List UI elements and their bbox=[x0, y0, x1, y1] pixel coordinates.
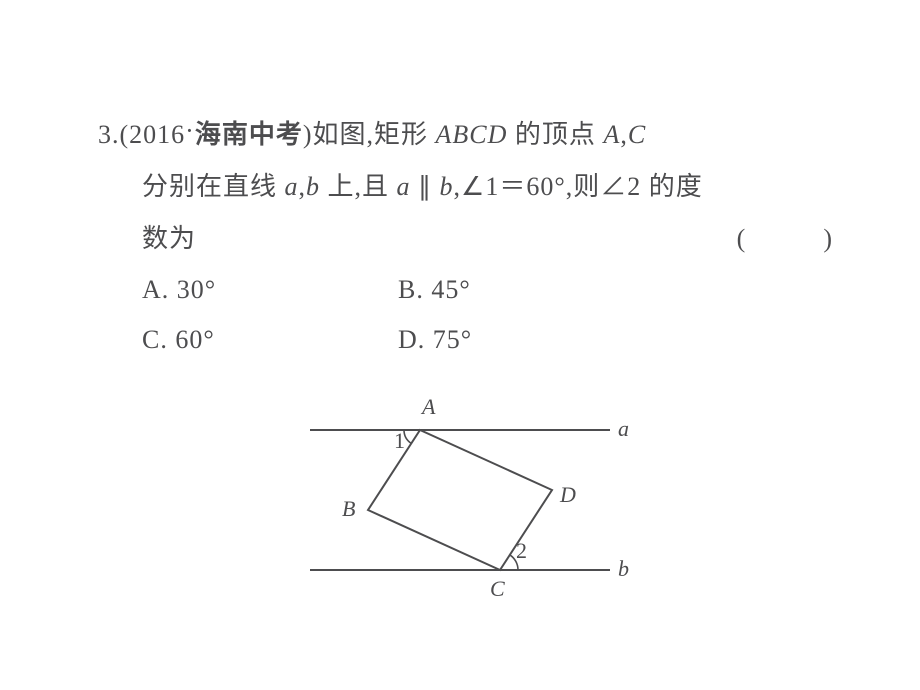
rect-label: ABCD bbox=[436, 120, 508, 149]
src-suffix: )如图,矩形 bbox=[303, 120, 436, 149]
l2d: ,∠1＝60°,则∠2 的度 bbox=[454, 172, 703, 201]
svg-text:D: D bbox=[559, 482, 576, 507]
l2b: , bbox=[299, 172, 307, 201]
svg-text:2: 2 bbox=[516, 538, 527, 563]
l1-tail: 的顶点 bbox=[507, 120, 603, 149]
svg-text:a: a bbox=[618, 416, 629, 441]
option-b: B. 45° bbox=[398, 265, 698, 315]
options-row-2: C. 60° D. 75° bbox=[98, 315, 838, 365]
vertex-c: C bbox=[628, 120, 646, 149]
question-line-3: 数为 ( ) bbox=[98, 213, 838, 265]
var-a: a bbox=[285, 172, 299, 201]
src-bold: 海南中考 bbox=[195, 119, 303, 149]
src-prefix: (2016 bbox=[120, 120, 186, 149]
var-a2: a bbox=[397, 172, 411, 201]
var-b2: b bbox=[440, 172, 454, 201]
svg-text:A: A bbox=[420, 394, 436, 419]
comma1: , bbox=[620, 120, 628, 149]
option-a: A. 30° bbox=[98, 265, 398, 315]
l2a: 分别在直线 bbox=[142, 172, 285, 201]
question-line-1: 3.(2016·海南中考)如图,矩形 ABCD 的顶点 A,C bbox=[98, 108, 838, 161]
option-c: C. 60° bbox=[98, 315, 398, 365]
parallel: ∥ bbox=[411, 172, 440, 201]
svg-text:C: C bbox=[490, 576, 505, 601]
l3: 数为 bbox=[142, 224, 196, 253]
middot: · bbox=[185, 116, 195, 145]
answer-paren: ( ) bbox=[737, 213, 832, 265]
geometry-diagram: A B D Ca b 1 2 bbox=[300, 390, 660, 620]
var-b: b bbox=[306, 172, 320, 201]
svg-text:b: b bbox=[618, 556, 629, 581]
option-d: D. 75° bbox=[398, 315, 698, 365]
question-number: 3. bbox=[98, 120, 120, 149]
svg-text:1: 1 bbox=[394, 428, 405, 453]
question-line-2: 分别在直线 a,b 上,且 a ∥ b,∠1＝60°,则∠2 的度 bbox=[98, 161, 838, 213]
options-row-1: A. 30° B. 45° bbox=[98, 265, 838, 315]
vertex-a: A bbox=[603, 120, 620, 149]
diagram-svg: A B D Ca b 1 2 bbox=[300, 390, 660, 620]
l2c: 上,且 bbox=[320, 172, 397, 201]
svg-text:B: B bbox=[342, 496, 355, 521]
